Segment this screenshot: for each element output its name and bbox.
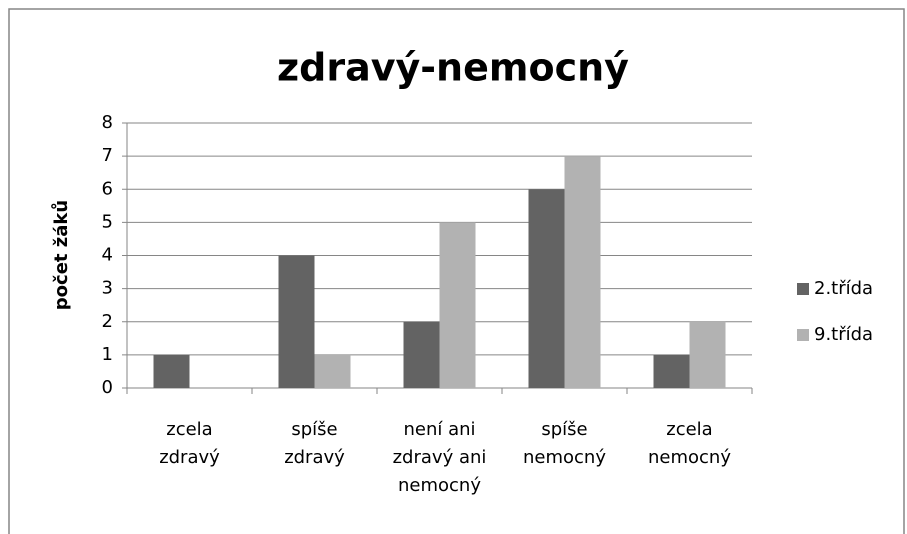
bar xyxy=(528,189,565,388)
y-tick-label: 7 xyxy=(102,145,113,166)
bar xyxy=(439,222,476,388)
chart-title: zdravý-nemocný xyxy=(277,46,629,90)
y-tick-label: 2 xyxy=(102,311,113,332)
y-tick-label: 6 xyxy=(102,178,113,199)
x-tick-label: není ani zdravý ani nemocný xyxy=(393,419,487,496)
bar xyxy=(314,354,351,388)
x-tick-label: zcela nemocný xyxy=(648,419,731,468)
y-tick-label: 5 xyxy=(102,211,113,232)
bar xyxy=(278,255,315,388)
bar xyxy=(403,321,440,388)
y-tick-label: 1 xyxy=(102,344,113,365)
legend-swatch xyxy=(797,329,809,341)
bar xyxy=(564,156,601,388)
y-tick-label: 8 xyxy=(102,112,113,133)
legend-swatch xyxy=(797,283,809,295)
x-tick-label: spíše nemocný xyxy=(523,419,606,468)
legend-label: 9.třída xyxy=(814,324,873,345)
y-tick-label: 4 xyxy=(102,245,113,266)
bar xyxy=(153,354,190,388)
y-tick-label: 3 xyxy=(102,278,113,299)
legend-label: 2.třída xyxy=(814,278,873,299)
y-axis-label: počet žáků xyxy=(50,200,72,310)
bar xyxy=(689,321,726,388)
bar xyxy=(653,354,690,388)
x-tick-label: spíše zdravý xyxy=(284,419,345,468)
y-tick-label: 0 xyxy=(102,377,113,398)
x-tick-label: zcela zdravý xyxy=(159,419,220,468)
